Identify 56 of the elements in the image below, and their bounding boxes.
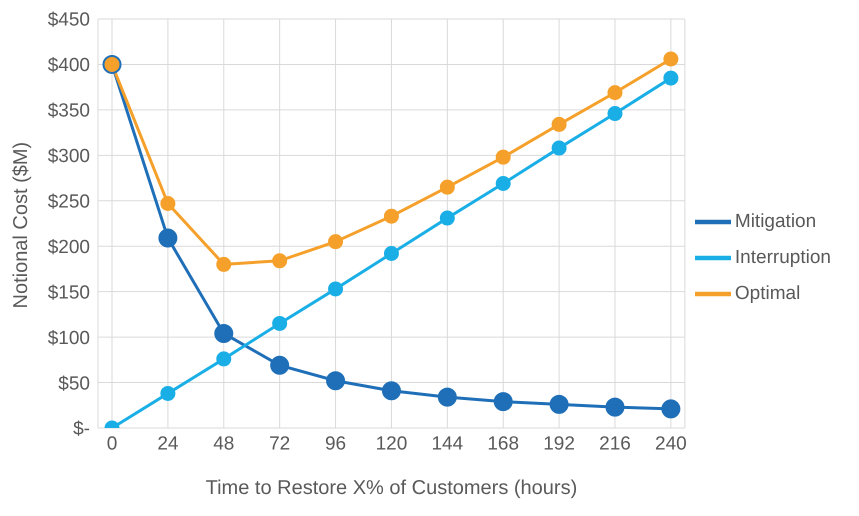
- x-tick-label: 0: [106, 433, 118, 454]
- point: [661, 399, 680, 418]
- point: [440, 210, 455, 226]
- legend-label: Interruption: [734, 247, 831, 268]
- point: [494, 392, 513, 412]
- x-axis-title: Time to Restore X% of Customers (hours): [206, 477, 578, 499]
- point: [550, 394, 569, 414]
- y-tick-label: $-: [73, 418, 90, 440]
- legend-label: Mitigation: [734, 211, 816, 232]
- x-tick-label: 240: [655, 433, 687, 454]
- point: [216, 351, 232, 366]
- point: [496, 176, 511, 192]
- point: [663, 70, 678, 86]
- point: [384, 208, 399, 224]
- point: [216, 256, 232, 272]
- x-tick-label: 216: [599, 433, 631, 454]
- x-tick-label: 96: [324, 433, 346, 454]
- point: [328, 234, 344, 250]
- x-tick-label: 72: [269, 433, 290, 454]
- point: [160, 196, 176, 212]
- point: [326, 371, 346, 390]
- y-tick-label: $150: [48, 282, 90, 304]
- point: [607, 85, 622, 100]
- point: [605, 398, 624, 417]
- legend-label: Optimal: [734, 283, 800, 304]
- point: [214, 324, 234, 343]
- point: [440, 180, 455, 195]
- point: [663, 51, 678, 66]
- x-tick-label: 48: [213, 433, 234, 454]
- y-tick-label: $200: [48, 236, 90, 258]
- x-tick-label: 144: [431, 433, 464, 454]
- y-tick-label: $450: [48, 10, 90, 31]
- y-tick-label: $50: [58, 373, 90, 394]
- point: [270, 356, 290, 375]
- point: [607, 106, 622, 122]
- x-tick-label: 24: [157, 433, 179, 454]
- point: [272, 253, 288, 268]
- point: [328, 281, 344, 296]
- x-tick-label: 192: [543, 433, 575, 454]
- y-tick-label: $350: [48, 100, 90, 122]
- x-tick-label: 168: [487, 433, 520, 454]
- point: [438, 388, 457, 407]
- y-tick-label: $100: [48, 328, 90, 349]
- y-tick-label: $300: [48, 146, 90, 168]
- x-tick-label: 120: [376, 433, 408, 454]
- point: [160, 386, 176, 401]
- point: [384, 246, 399, 261]
- point: [158, 228, 178, 248]
- point: [382, 381, 401, 400]
- point: [552, 140, 567, 156]
- y-tick-label: $400: [48, 55, 90, 76]
- y-tick-label: $250: [48, 192, 90, 213]
- point: [496, 150, 511, 165]
- y-axis-title: Notional Cost ($M): [10, 142, 32, 308]
- point: [272, 316, 288, 331]
- point: [552, 116, 567, 132]
